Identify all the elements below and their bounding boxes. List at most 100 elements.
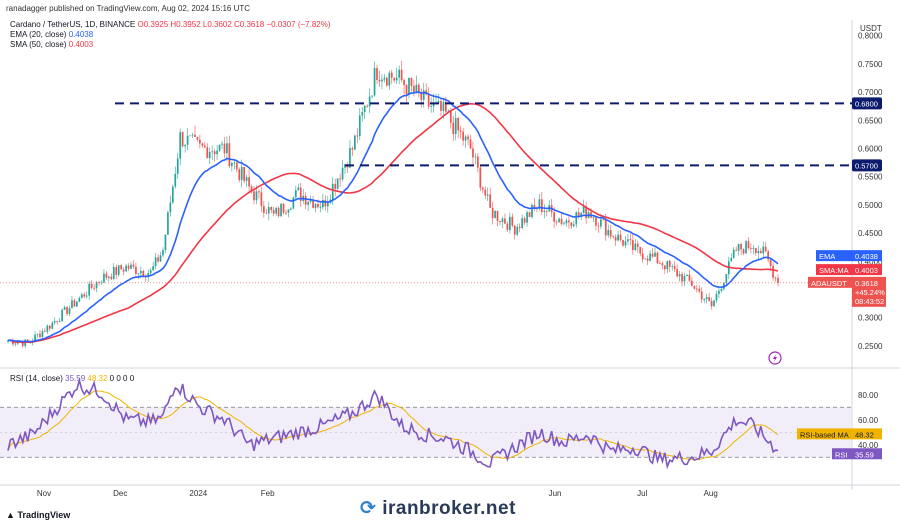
legend-symbol-row[interactable]: Cardano / TetherUS, 1D, BINANCE O0.3925 … <box>10 20 331 30</box>
candle-body <box>41 331 44 338</box>
candle-body <box>44 331 46 333</box>
candle-body <box>233 162 236 164</box>
candle-body <box>385 77 388 86</box>
rsi-legend[interactable]: RSI (14, close) 35.59 48.32 0 0 0 0 <box>10 374 134 383</box>
sma-50-line <box>7 102 779 344</box>
candle-body <box>154 257 157 267</box>
price-tick-label: 0.7000 <box>858 88 883 97</box>
candle-body <box>422 90 425 100</box>
candle-body <box>356 135 359 137</box>
candle-body <box>373 68 376 96</box>
candle-body <box>577 212 580 216</box>
candle-body <box>112 267 115 280</box>
sma-tag-label: SMA:MA <box>819 266 849 275</box>
candle-body <box>341 167 344 180</box>
candle-body <box>290 208 292 210</box>
candle-body <box>400 69 403 81</box>
candle-body <box>354 135 356 150</box>
candle-body <box>582 206 585 214</box>
candle-body <box>265 212 268 214</box>
candle-body <box>272 210 275 214</box>
price-tick-label: 0.4500 <box>858 229 883 238</box>
candle-body <box>555 221 558 223</box>
candle-body <box>740 244 742 250</box>
candle-body <box>171 186 174 203</box>
candle-body <box>398 69 401 78</box>
tradingview-brand[interactable]: ▲ TradingView <box>6 510 70 520</box>
candle-body <box>213 151 216 155</box>
candle-body <box>580 213 583 216</box>
candle-body <box>243 166 246 181</box>
candle-body <box>162 250 164 256</box>
candle-body <box>703 299 706 300</box>
candle-body <box>218 144 221 151</box>
candle-body <box>496 210 499 221</box>
rsi-tag-value-bg <box>852 448 882 460</box>
candle-body <box>191 134 194 136</box>
candle-body <box>253 191 255 201</box>
candle-body <box>506 223 509 230</box>
candle-body <box>413 85 415 93</box>
candle-body <box>646 258 649 261</box>
candle-body <box>661 263 664 266</box>
candle-body <box>627 239 629 242</box>
candle-body <box>654 252 656 257</box>
legend-sma-row[interactable]: SMA (50, close) 0.4003 <box>10 40 331 50</box>
candle-body <box>349 148 351 168</box>
candle-body <box>565 220 568 224</box>
candle-body <box>604 220 607 236</box>
candle-body <box>299 187 302 201</box>
price-tick-label: 0.5000 <box>858 201 883 210</box>
candle-body <box>309 199 312 202</box>
candle-body <box>723 282 725 289</box>
candle-body <box>725 274 728 283</box>
candle-body <box>644 258 647 260</box>
candle-body <box>277 207 280 217</box>
sma-tag-label-bg <box>816 264 852 276</box>
level-tag-bg <box>852 97 882 110</box>
candle-body <box>255 191 258 201</box>
sma-tag-value: 0.4003 <box>855 266 878 275</box>
rsi-tag-label-bg <box>832 448 852 460</box>
candle-body <box>71 300 73 309</box>
candle-body <box>447 110 450 112</box>
candle-body <box>152 266 155 271</box>
candle-body <box>585 206 587 219</box>
candle-body <box>53 321 56 323</box>
time-tick-label: Dec <box>113 489 127 498</box>
candle-body <box>777 277 779 283</box>
candle-body <box>454 117 457 134</box>
candle-body <box>108 276 110 278</box>
legend-ema-row[interactable]: EMA (20, close) 0.4038 <box>10 30 331 40</box>
candle-body <box>570 222 573 227</box>
ohlc-values: O0.3925 H0.3952 L0.3602 C0.3618 −0.0307 … <box>137 20 331 29</box>
rsi-legend-extra: 0 0 0 0 <box>109 374 135 383</box>
candle-body <box>774 277 777 279</box>
candle-body <box>691 280 693 286</box>
candle-body <box>245 177 248 181</box>
candle-body <box>501 218 504 223</box>
candle-body <box>698 288 701 292</box>
candle-body <box>267 207 270 214</box>
ema-tag-label: EMA <box>819 252 835 261</box>
lightning-icon[interactable] <box>768 351 782 365</box>
price-tick-label: 0.5500 <box>858 173 883 182</box>
candle-body <box>312 199 314 208</box>
candle-body <box>216 150 218 155</box>
candle-body <box>250 186 253 192</box>
time-tick-label: Feb <box>261 489 275 498</box>
ema-tag-label-bg <box>816 250 852 262</box>
candle-body <box>526 212 528 223</box>
candle-body <box>115 267 118 275</box>
candle-body <box>260 192 263 207</box>
candle-body <box>317 203 319 208</box>
candle-body <box>93 287 95 289</box>
candle-body <box>715 293 718 301</box>
rsi-ma-legend-value: 48.32 <box>87 374 108 383</box>
candle-body <box>477 156 479 168</box>
candle-body <box>745 241 747 254</box>
candle-body <box>617 234 619 241</box>
candle-body <box>139 270 142 274</box>
candle-body <box>523 218 526 223</box>
